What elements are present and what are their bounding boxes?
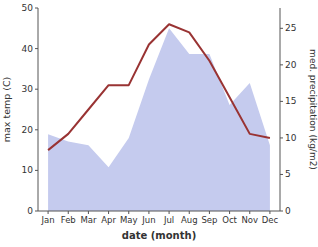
precip-area	[48, 28, 270, 211]
x-tick	[189, 211, 190, 214]
y2-tick-label: 25	[285, 23, 296, 33]
y2-tick	[280, 101, 283, 102]
chart: 0 10 20 30 40 50 0 5 10 15 20 25 Jan Feb Mar Apr MayJun J…	[0, 0, 318, 247]
x-tick	[209, 211, 210, 214]
x-tick	[48, 211, 49, 214]
x-axis-line	[38, 211, 280, 212]
x-tick-label: Mar	[80, 215, 97, 225]
y-tick-label: 30	[22, 84, 34, 94]
y-tick	[35, 211, 38, 212]
y2-tick	[280, 137, 283, 138]
y-tick	[35, 48, 38, 49]
y2-tick-label: 15	[285, 96, 296, 106]
y2-tick-label: 10	[285, 133, 297, 143]
x-tick-label: Nov	[241, 215, 258, 225]
y2-axis-line	[280, 8, 281, 211]
y2-tick	[280, 64, 283, 65]
y-tick	[35, 170, 38, 171]
x-axis-title: date (month)	[122, 230, 196, 241]
x-tick-label: May	[120, 215, 138, 225]
x-tick-label: Oct	[222, 215, 237, 225]
temp-line	[48, 24, 270, 150]
x-tick	[169, 211, 170, 214]
x-tick	[128, 211, 129, 214]
y2-tick-label: 0	[285, 206, 291, 216]
x-tick-label: Feb	[61, 215, 76, 225]
y-axis-title: max temp (C)	[1, 77, 12, 143]
x-tick-label: Aug	[181, 215, 198, 225]
x-tick	[269, 211, 270, 214]
y2-axis-title: med. precipitation (kg/m2)	[308, 49, 318, 170]
x-tick-label: Jan	[41, 215, 55, 225]
y-tick	[35, 89, 38, 90]
x-tick	[148, 211, 149, 214]
y2-tick-label: 5	[285, 169, 291, 179]
y2-tick	[280, 211, 283, 212]
x-tick-label: Jul	[163, 215, 174, 225]
x-tick	[249, 211, 250, 214]
x-tick	[68, 211, 69, 214]
x-tick-label: Jun	[141, 215, 155, 225]
y-axis-line	[38, 8, 39, 211]
x-tick	[229, 211, 230, 214]
plot-area	[48, 24, 270, 211]
y-tick	[35, 8, 38, 9]
y2-tick	[280, 174, 283, 175]
y2-tick-label: 20	[285, 60, 297, 70]
x-tick-label: Dec	[262, 215, 279, 225]
y-tick-label: 0	[27, 206, 33, 216]
y-tick-label: 50	[22, 3, 34, 13]
y2-tick	[280, 28, 283, 29]
y-tick-label: 10	[22, 165, 34, 175]
x-tick-label: Sep	[201, 215, 217, 225]
x-tick	[88, 211, 89, 214]
y-tick	[35, 129, 38, 130]
x-tick-label: Apr	[101, 215, 116, 225]
x-tick	[108, 211, 109, 214]
y-tick-label: 40	[22, 44, 34, 54]
y-tick-label: 20	[22, 125, 34, 135]
